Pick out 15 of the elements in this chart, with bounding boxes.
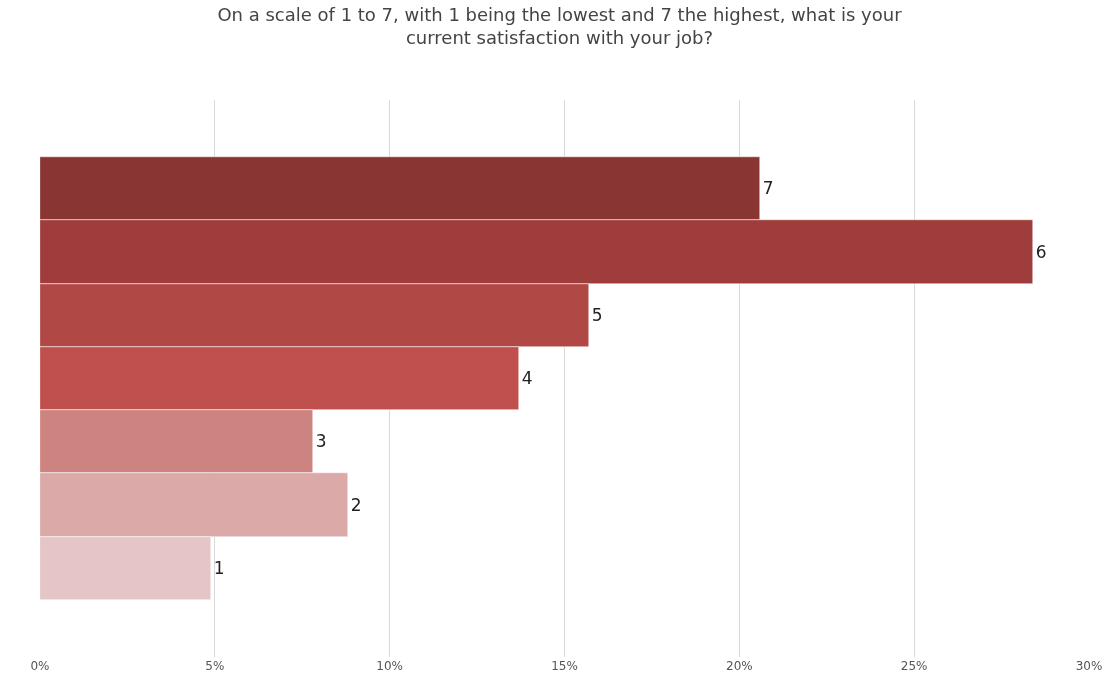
x-tick-label: 25% [900, 659, 928, 673]
x-tick-label: 15% [551, 659, 578, 673]
y-tick-label: 5 [591, 305, 603, 326]
x-tick-label: 0% [30, 659, 50, 673]
y-tick-label: 1 [213, 558, 225, 579]
y-tick-label: 6 [1035, 241, 1047, 262]
x-tick-label: 30% [1075, 659, 1103, 673]
y-tick-label: 7 [762, 178, 774, 199]
x-tick-label: 10% [376, 659, 404, 673]
chart-title: On a scale of 1 to 7, with 1 being the lowest and 7 the highest, what is your current satisfaction with your job? [217, 3, 903, 49]
y-tick-label: 2 [350, 494, 362, 515]
x-tick-label: 5% [205, 659, 225, 673]
x-tick-label: 20% [725, 659, 753, 673]
y-tick-label: 3 [315, 431, 327, 452]
y-tick-label: 4 [521, 368, 533, 389]
